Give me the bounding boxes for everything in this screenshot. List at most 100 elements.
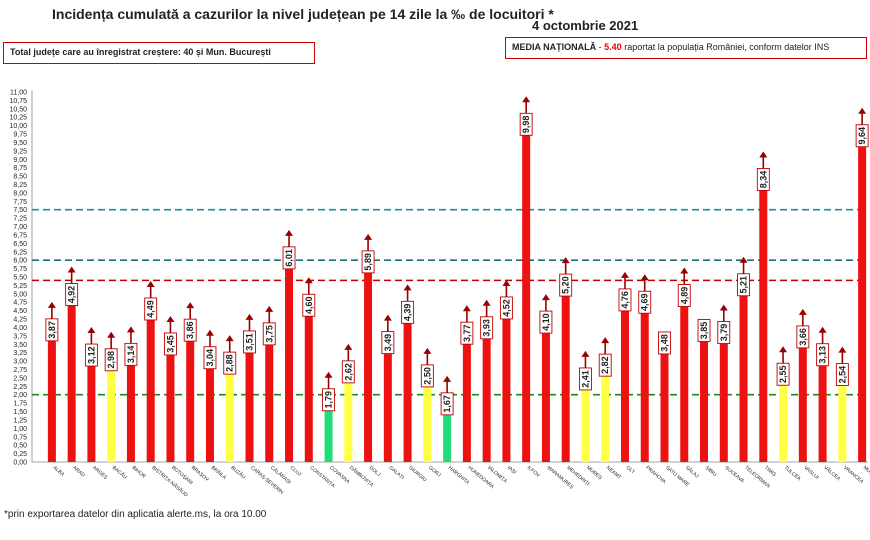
value-label: 1,79 — [324, 391, 334, 409]
value-label: 4,92 — [67, 286, 77, 304]
value-label: 2,62 — [343, 363, 353, 381]
y-tick-label: 3,25 — [13, 350, 27, 357]
bar — [383, 344, 392, 462]
bar — [818, 356, 827, 462]
increase-arrow-head — [541, 294, 550, 301]
increase-arrow-head — [285, 229, 294, 236]
x-tick-label: VRANCEA — [842, 465, 865, 486]
y-tick-label: 0,25 — [13, 451, 27, 458]
bar — [146, 310, 155, 462]
y-tick-label: 1,25 — [13, 417, 27, 424]
value-label: 3,48 — [660, 334, 670, 352]
bar — [324, 401, 333, 462]
bar — [265, 335, 274, 462]
x-tick-label: OLT — [625, 465, 636, 476]
increase-arrow-head — [858, 107, 867, 114]
bar — [403, 314, 412, 462]
x-tick-label: SUCEAVA — [724, 465, 746, 485]
national-average-box: MEDIA NAȚIONALĂ - 5.40 raportat la popul… — [505, 37, 867, 59]
x-tick-label: ARGEȘ — [91, 465, 109, 481]
bar — [541, 324, 550, 462]
value-label: 4,76 — [620, 291, 630, 309]
bar — [739, 286, 748, 462]
y-tick-label: 4,75 — [13, 300, 27, 307]
bar — [482, 329, 491, 462]
bar — [126, 356, 135, 462]
value-label: 4,52 — [501, 299, 511, 317]
value-label: 2,55 — [778, 365, 788, 383]
y-tick-label: 3,75 — [13, 333, 27, 340]
value-label: 3,79 — [719, 324, 729, 342]
y-tick-label: 4,00 — [13, 325, 27, 332]
increase-arrow-head — [818, 326, 827, 333]
bar — [620, 301, 629, 462]
x-tick-label: PRAHOVA — [644, 465, 667, 486]
x-tick-label: BACĂU — [111, 464, 129, 481]
increase-arrow-head — [304, 277, 313, 284]
value-label: 3,12 — [86, 346, 96, 364]
value-label-box — [658, 331, 671, 355]
value-label: 2,54 — [837, 366, 847, 384]
value-label: 2,41 — [580, 370, 590, 388]
value-label: 2,98 — [106, 351, 116, 369]
value-label: 3,87 — [47, 321, 57, 339]
y-tick-label: 2,25 — [13, 384, 27, 391]
y-tick-label: 5,25 — [13, 283, 27, 290]
y-tick-label: 3,00 — [13, 359, 27, 366]
increase-arrow-head — [87, 327, 96, 334]
value-label: 3,49 — [383, 334, 393, 352]
y-tick-label: 9,25 — [13, 148, 27, 155]
value-label: 1,67 — [442, 395, 452, 413]
y-tick-label: 6,00 — [13, 258, 27, 265]
bar — [660, 344, 669, 462]
value-label: 4,49 — [146, 300, 156, 318]
bar — [285, 259, 294, 462]
bar — [245, 343, 254, 462]
increase-arrow-head — [324, 371, 333, 378]
x-tick-label: GIURGIU — [407, 465, 428, 484]
bar — [462, 335, 471, 462]
footnote: *prin exportarea datelor din aplicatia a… — [4, 509, 267, 520]
bar — [838, 376, 847, 462]
value-label: 4,10 — [541, 313, 551, 331]
chart-date: 4 octombrie 2021 — [532, 18, 639, 33]
y-tick-label: 2,75 — [13, 367, 27, 374]
y-tick-label: 7,25 — [13, 216, 27, 223]
value-label: 3,77 — [462, 324, 472, 342]
increase-arrow-head — [739, 256, 748, 263]
increase-arrow-head — [640, 274, 649, 281]
bar — [205, 359, 214, 462]
y-tick-label: 5,50 — [13, 275, 27, 282]
y-tick-label: 1,50 — [13, 409, 27, 416]
value-label: 3,75 — [264, 325, 274, 343]
bar — [344, 373, 353, 462]
x-tick-label: GORJ — [427, 465, 442, 479]
increase-arrow-head — [798, 308, 807, 315]
national-average-dash: - — [596, 42, 605, 52]
increase-arrow-head — [403, 284, 412, 291]
y-tick-label: 2,00 — [13, 392, 27, 399]
value-label: 3,13 — [818, 346, 828, 364]
value-label: 9,98 — [521, 116, 531, 134]
value-label: 4,89 — [679, 287, 689, 305]
y-tick-label: 5,75 — [13, 266, 27, 273]
x-tick-label: BUZĂU — [229, 464, 247, 481]
x-tick-label: VÂLCEA — [822, 464, 842, 482]
x-tick-label: DOLJ — [368, 465, 382, 478]
increase-arrow-head — [779, 346, 788, 353]
bar — [561, 287, 570, 462]
bar — [107, 361, 116, 462]
national-average-label: MEDIA NAȚIONALĂ — [512, 42, 597, 52]
y-tick-label: 0,75 — [13, 434, 27, 441]
bar — [364, 263, 373, 462]
y-tick-label: 10,50 — [9, 106, 27, 113]
value-label: 5,89 — [363, 253, 373, 271]
counties-increase-box: Total județe care au înregistrat creșter… — [3, 42, 315, 64]
y-tick-label: 0,50 — [13, 443, 27, 450]
bar — [225, 365, 234, 462]
increase-arrow-head — [443, 375, 452, 382]
value-label: 6,01 — [284, 249, 294, 267]
value-label: 4,39 — [403, 304, 413, 322]
bar — [87, 357, 96, 462]
value-label: 2,88 — [225, 354, 235, 372]
